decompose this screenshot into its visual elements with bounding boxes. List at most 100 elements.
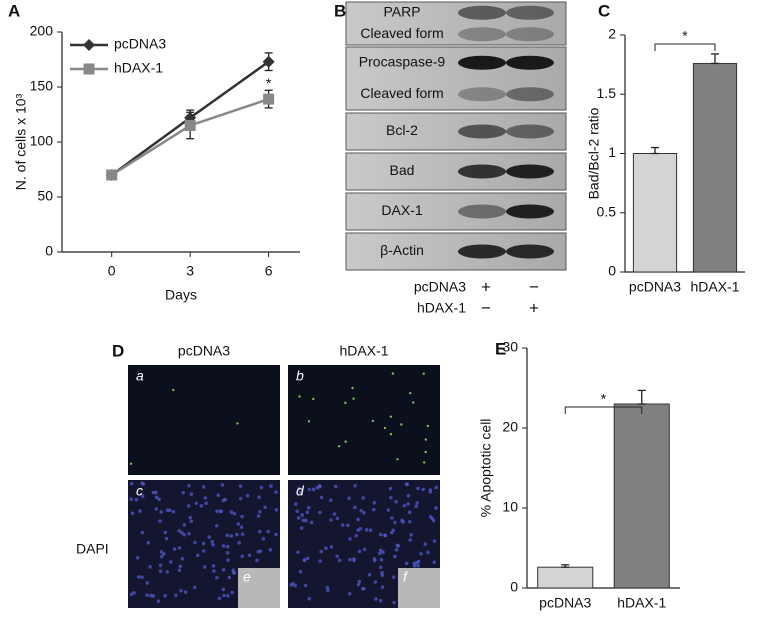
legend-item: hDAX-1 (70, 60, 163, 76)
y-tick-label: 30 (502, 339, 518, 355)
cell-dot (422, 461, 426, 464)
x-axis-label: Days (165, 287, 197, 303)
cell-dot (306, 505, 311, 510)
cell-dot (194, 501, 199, 506)
cell-dot (221, 567, 226, 572)
cell-dot (222, 593, 226, 598)
cell-dot (368, 528, 373, 533)
cell-dot (229, 534, 234, 538)
cell-dot (412, 401, 415, 404)
cell-dot (396, 458, 399, 461)
cell-dot (163, 530, 168, 535)
cell-dot (134, 497, 139, 502)
blot-band (458, 27, 506, 42)
x-tick-label: 0 (108, 263, 116, 279)
cell-dot (305, 510, 310, 515)
cell-dot (407, 519, 412, 524)
cell-dot (324, 546, 328, 551)
cell-dot (352, 397, 355, 400)
cell-dot (159, 554, 164, 559)
cell-dot (159, 550, 164, 554)
cell-dot (237, 540, 242, 545)
blot-label: Bad (390, 162, 415, 178)
cell-dot (415, 501, 419, 505)
cell-dot (332, 512, 337, 516)
cell-dot (407, 510, 412, 515)
bar (632, 153, 678, 273)
cell-dot (182, 532, 187, 537)
cell-dot (307, 596, 312, 601)
micrograph-bg (128, 365, 280, 475)
blot-band (458, 5, 506, 20)
x-tick-label: hDAX-1 (690, 279, 739, 295)
cell-dot (195, 553, 200, 558)
panel-label: D (112, 341, 124, 360)
cell-dot (393, 554, 397, 559)
cell-dot (163, 593, 167, 598)
cell-dot (129, 592, 134, 597)
cell-dot (298, 490, 303, 495)
x-tick-label: pcDNA3 (539, 595, 591, 611)
blot-band (458, 164, 506, 179)
cell-dot (344, 401, 347, 405)
cell-dot (347, 496, 351, 501)
y-tick-label: 0 (608, 263, 616, 279)
cell-dot (140, 575, 144, 580)
y-axis-label: % Apoptotic cell (478, 419, 494, 518)
error-bar (711, 53, 719, 65)
cell-dot (256, 549, 261, 554)
cell-dot (325, 585, 330, 590)
cell-dot (374, 597, 378, 601)
micrograph: a (128, 365, 280, 475)
error-bar (651, 146, 659, 155)
cell-dot (212, 569, 216, 573)
cell-dot (240, 554, 245, 559)
cell-dot (386, 508, 391, 512)
cell-dot (404, 561, 409, 566)
cell-dot (165, 569, 170, 574)
cell-dot (129, 481, 134, 486)
cell-dot (215, 576, 219, 580)
bar (692, 62, 738, 273)
cell-dot (416, 486, 420, 491)
inset-label: f (403, 569, 409, 585)
cell-dot (258, 529, 262, 534)
cell-dot (361, 586, 365, 591)
cell-dot (172, 547, 177, 551)
cell-dot (189, 519, 194, 524)
cell-dot (404, 482, 409, 486)
cell-dot (181, 490, 186, 495)
blot-strip: Procaspase-9 Cleaved form (345, 46, 567, 111)
cell-dot (156, 599, 161, 603)
cell-dot (261, 537, 266, 541)
micrograph: b (288, 365, 440, 475)
cell-dot (145, 581, 150, 585)
cell-dot (378, 532, 383, 537)
y-tick-label: 150 (30, 78, 54, 94)
cell-dot (337, 558, 342, 563)
cell-dot (154, 495, 159, 500)
cell-dot (383, 533, 387, 537)
cell-dot (215, 509, 219, 514)
cell-dot (140, 494, 145, 499)
cell-dot (154, 490, 158, 495)
significance-bracket (564, 406, 643, 414)
blot-band (506, 5, 554, 20)
cell-dot (129, 497, 133, 501)
cell-dot (207, 535, 212, 539)
cell-dot (423, 542, 428, 546)
cell-dot (432, 560, 437, 564)
cell-dot (211, 564, 216, 568)
cell-dot (424, 450, 427, 454)
cell-dot (183, 590, 188, 594)
cell-dot (211, 543, 215, 547)
x-tick-label: 3 (186, 263, 194, 279)
cell-dot (201, 485, 206, 489)
cell-dot (130, 511, 135, 516)
panel-label: E (495, 339, 506, 358)
cell-dot (217, 596, 222, 601)
cell-dot (221, 544, 226, 548)
cell-dot (146, 540, 151, 545)
legend-label: hDAX-1 (114, 60, 163, 76)
